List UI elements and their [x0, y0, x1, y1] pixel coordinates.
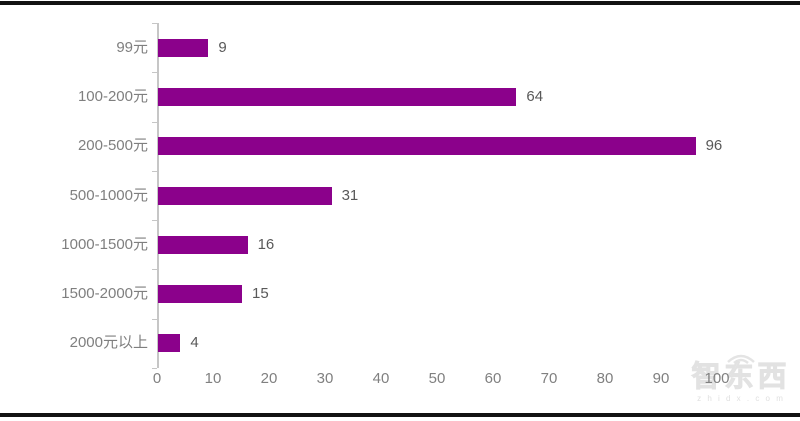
- category-label: 100-200元: [77, 87, 148, 105]
- bar: [158, 235, 248, 254]
- bar-value-label: 96: [705, 137, 723, 155]
- y-axis-tick: [152, 72, 157, 74]
- x-axis-tick-label: 20: [260, 370, 278, 387]
- y-axis-line: [157, 23, 159, 368]
- bar-value-label: 64: [526, 87, 544, 105]
- y-axis-tick: [152, 121, 157, 123]
- x-axis-tick-label: 40: [372, 370, 390, 387]
- x-axis-tick-label: 60: [484, 370, 502, 387]
- y-axis-tick: [152, 318, 157, 320]
- y-axis-tick: [152, 269, 157, 271]
- y-axis-tick: [152, 23, 157, 24]
- y-axis-tick: [152, 170, 157, 172]
- category-label: 200-500元: [77, 137, 148, 155]
- y-axis-tick: [152, 220, 157, 222]
- x-axis-tick-label: 80: [596, 370, 614, 387]
- bar: [158, 137, 696, 156]
- category-label: 2000元以上: [69, 334, 148, 352]
- bar: [158, 38, 209, 57]
- x-axis-tick-label: 90: [652, 370, 670, 387]
- top-border-line: [0, 1, 800, 5]
- bar-value-label: 16: [257, 235, 275, 253]
- x-axis-tick-label: 0: [152, 370, 162, 387]
- bottom-border-line: [0, 413, 800, 417]
- bar-value-label: 4: [190, 334, 199, 352]
- x-axis-tick-label: 10: [204, 370, 222, 387]
- category-label: 500-1000元: [69, 186, 148, 204]
- x-axis-tick-label: 70: [540, 370, 558, 387]
- bar-value-label: 9: [218, 38, 227, 56]
- bar-value-label: 31: [341, 186, 359, 204]
- x-axis-tick-label: 100: [704, 370, 730, 387]
- category-label: 1000-1500元: [61, 235, 148, 253]
- category-label: 99元: [116, 38, 148, 56]
- y-axis-tick: [152, 368, 157, 369]
- x-axis-tick-label: 30: [316, 370, 334, 387]
- bar-value-label: 15: [252, 285, 269, 303]
- bar: [158, 186, 332, 205]
- bar: [158, 87, 517, 106]
- category-label: 1500-2000元: [61, 285, 148, 303]
- bar: [158, 334, 181, 353]
- bar: [158, 285, 242, 304]
- x-axis-tick-label: 50: [428, 370, 446, 387]
